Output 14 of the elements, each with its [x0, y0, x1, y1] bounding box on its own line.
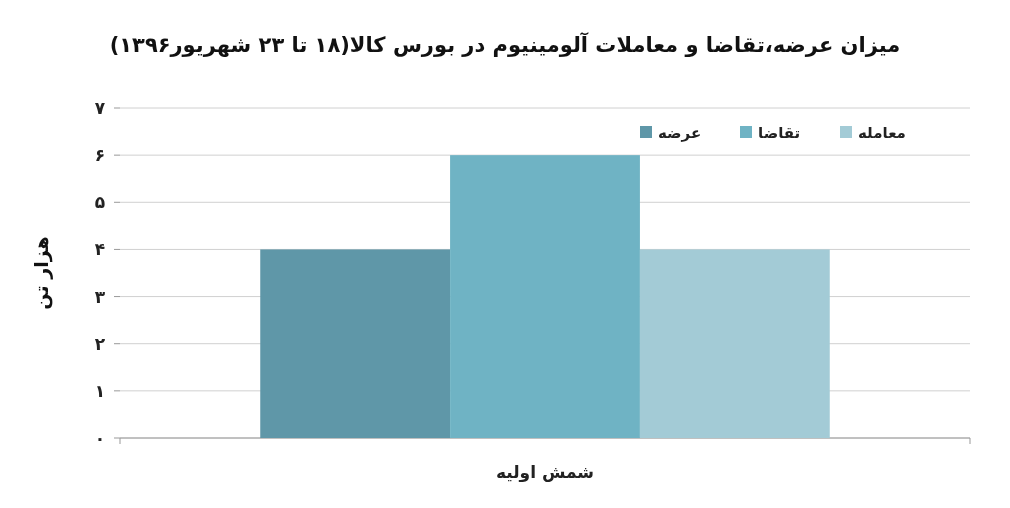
y-axis-title: هزار تن — [30, 236, 53, 310]
y-tick-label: ۲ — [94, 333, 106, 354]
x-tick-label: شمش اولیه — [495, 462, 595, 483]
legend-label: تقاضا — [758, 124, 801, 142]
y-tick-label: ۵ — [94, 192, 106, 213]
y-tick-label: ۰ — [94, 428, 106, 448]
y-tick-label: ۶ — [94, 145, 106, 166]
y-tick-label: ۴ — [94, 239, 106, 260]
legend-label: عرضه — [658, 124, 702, 142]
legend-label: معامله — [858, 124, 906, 142]
y-tick-label: ۱ — [94, 380, 106, 401]
y-tick-label: ۷ — [94, 98, 106, 118]
chart-title: میزان عرضه،تقاضا و معاملات آلومینیوم در بورس کالا(۱۸ تا ۲۳ شهریور۱۳۹۶) — [109, 32, 901, 57]
y-tick-label: ۳ — [94, 286, 106, 307]
